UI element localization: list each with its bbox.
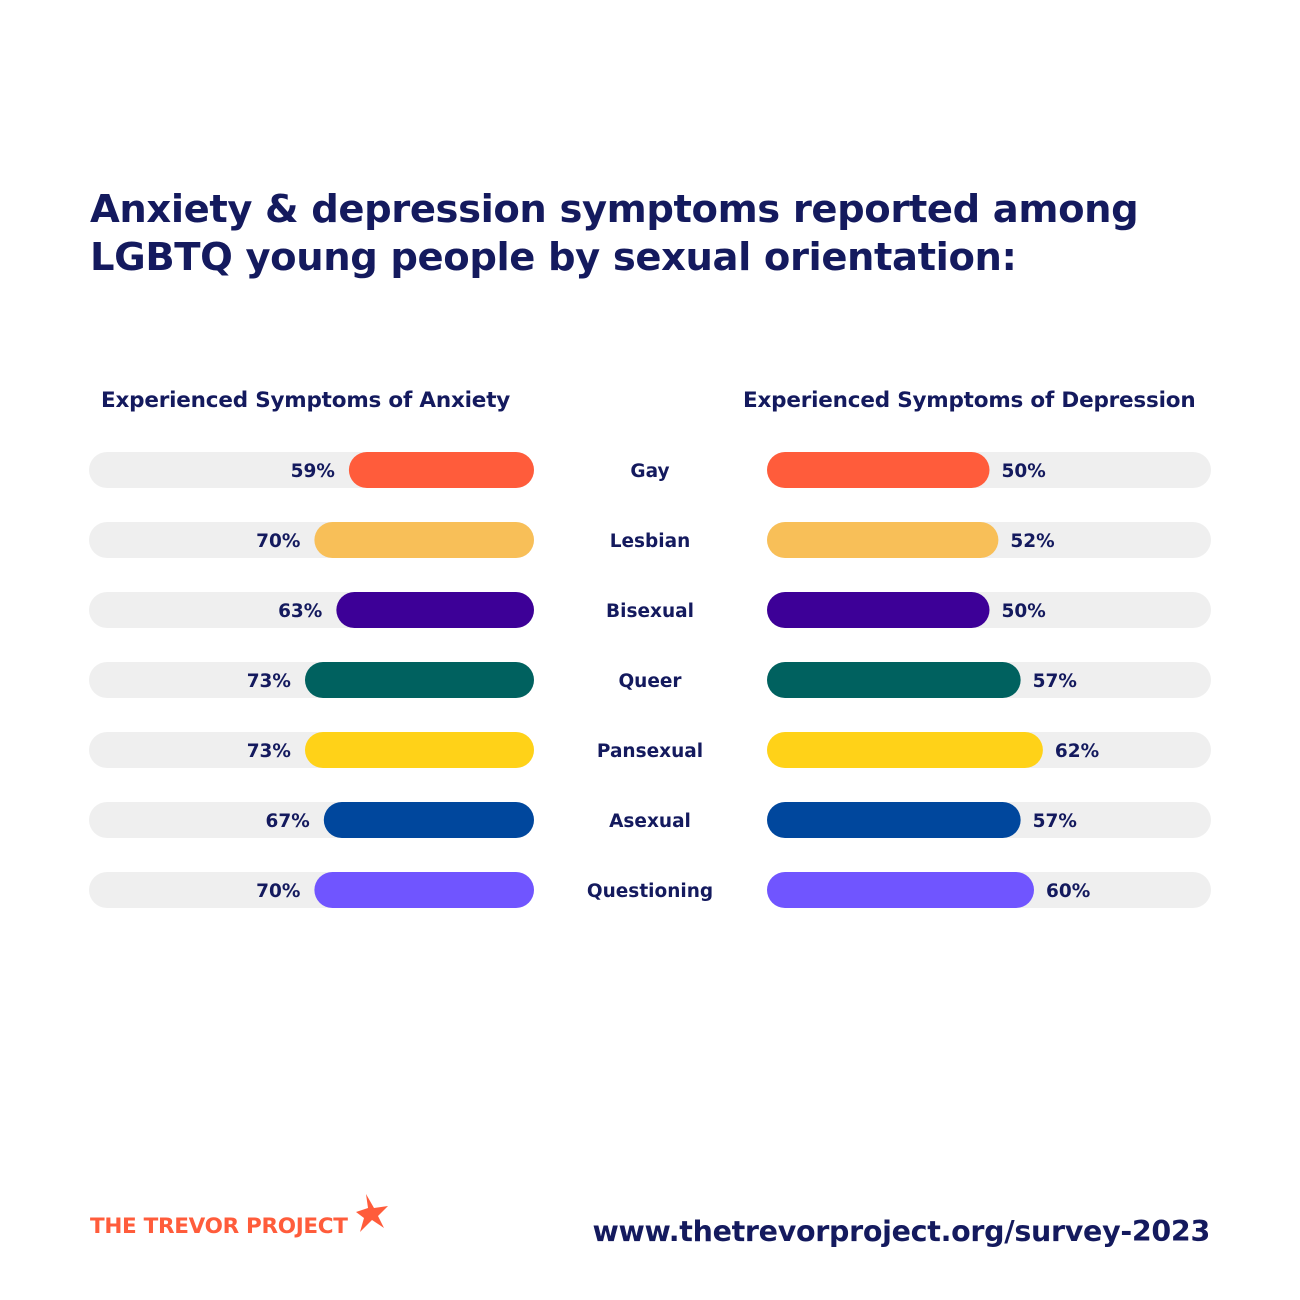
depression-value-label-pansexual: 62%: [1055, 741, 1099, 762]
depression-bar-gay: [767, 452, 990, 488]
anxiety-value-label-questioning: 70%: [256, 881, 300, 902]
category-label-lesbian: Lesbian: [610, 531, 691, 552]
depression-value-label-queer: 57%: [1033, 671, 1077, 692]
anxiety-bar-questioning: [314, 872, 534, 908]
chart-title: Anxiety & depression symptoms reported a…: [90, 187, 1139, 280]
category-label-bisexual: Bisexual: [606, 601, 694, 622]
anxiety-value-label-queer: 73%: [247, 671, 291, 692]
anxiety-bar-queer: [304, 662, 534, 698]
anxiety-panel-title: Experienced Symptoms of Anxiety: [101, 388, 511, 413]
depression-panel-title: Experienced Symptoms of Depression: [743, 388, 1196, 413]
depression-value-label-gay: 50%: [1002, 461, 1046, 482]
anxiety-value-label-pansexual: 73%: [247, 741, 291, 762]
category-label-asexual: Asexual: [609, 811, 691, 832]
anxiety-bar-lesbian: [314, 522, 534, 558]
category-label-queer: Queer: [618, 671, 682, 692]
logo-text: THE TREVOR PROJECT: [90, 1214, 348, 1239]
category-label-questioning: Questioning: [587, 881, 713, 902]
anxiety-value-label-lesbian: 70%: [256, 531, 300, 552]
depression-value-label-bisexual: 50%: [1002, 601, 1046, 622]
survey-url-link[interactable]: www.thetrevorproject.org/survey-2023: [592, 1215, 1210, 1248]
depression-value-label-lesbian: 52%: [1010, 531, 1054, 552]
anxiety-bar-pansexual: [304, 732, 534, 768]
anxiety-value-label-gay: 59%: [291, 461, 335, 482]
anxiety-value-label-asexual: 67%: [266, 811, 310, 832]
category-label-gay: Gay: [630, 461, 669, 482]
depression-bar-questioning: [767, 872, 1034, 908]
depression-bar-bisexual: [767, 592, 990, 628]
depression-bar-pansexual: [767, 732, 1043, 768]
trevor-project-logo[interactable]: THE TREVOR PROJECT: [88, 1190, 398, 1250]
depression-value-label-asexual: 57%: [1033, 811, 1077, 832]
depression-value-label-questioning: 60%: [1046, 881, 1090, 902]
anxiety-bar-asexual: [323, 802, 534, 838]
anxiety-bar-bisexual: [336, 592, 534, 628]
anxiety-bar-gay: [348, 452, 534, 488]
anxiety-value-label-bisexual: 63%: [278, 601, 322, 622]
depression-bar-queer: [767, 662, 1021, 698]
star-icon: [356, 1194, 388, 1232]
depression-bar-lesbian: [767, 522, 999, 558]
depression-bar-asexual: [767, 802, 1021, 838]
category-label-pansexual: Pansexual: [597, 741, 703, 762]
